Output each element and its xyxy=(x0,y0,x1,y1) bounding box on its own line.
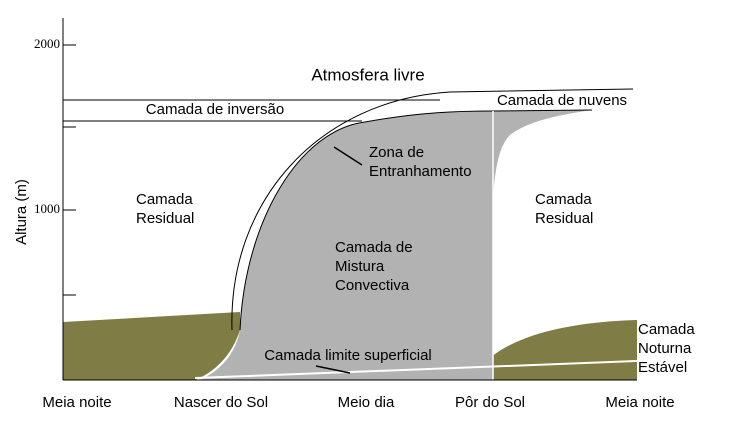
time-label: Meio dia xyxy=(338,394,395,411)
region-label: Camada de inversão xyxy=(146,101,284,118)
region-label: Entranhamento xyxy=(369,163,472,180)
region-label: Residual xyxy=(136,210,194,227)
stable-layer-left xyxy=(63,312,240,380)
time-label: Meia noite xyxy=(42,394,111,411)
region-label: Estável xyxy=(638,359,687,376)
region-label: Zona de xyxy=(369,144,424,161)
region-label: Residual xyxy=(535,210,593,227)
axis-label: Altura (m) xyxy=(13,179,30,245)
time-label: Pôr do Sol xyxy=(455,394,525,411)
region-label: Camada xyxy=(535,191,592,208)
mixed-layer-top xyxy=(239,109,593,331)
mixed-layer xyxy=(200,111,493,380)
region-label: Atmosfera livre xyxy=(311,65,424,84)
tick-label: 2000 xyxy=(34,36,60,51)
pointer xyxy=(333,146,363,166)
region-label: Mistura xyxy=(335,258,385,275)
time-label: Meia noite xyxy=(605,394,674,411)
region-label: Camada de nuvens xyxy=(497,92,627,109)
time-label: Nascer do Sol xyxy=(174,394,268,411)
region-label: Camada limite superficial xyxy=(264,347,432,364)
region-label: Noturna xyxy=(638,340,692,357)
region-label: Camada xyxy=(638,321,695,338)
tick-label: 1000 xyxy=(34,201,60,216)
region-label: Camada xyxy=(136,191,193,208)
pointer xyxy=(315,365,351,374)
region-label: Camada de xyxy=(335,239,413,256)
entrainment-top xyxy=(231,88,634,331)
cloud-layer-shading xyxy=(493,110,592,200)
stable-layer-right xyxy=(473,320,637,380)
surface-layer-line xyxy=(194,360,638,379)
region-label: Convectiva xyxy=(335,277,410,294)
